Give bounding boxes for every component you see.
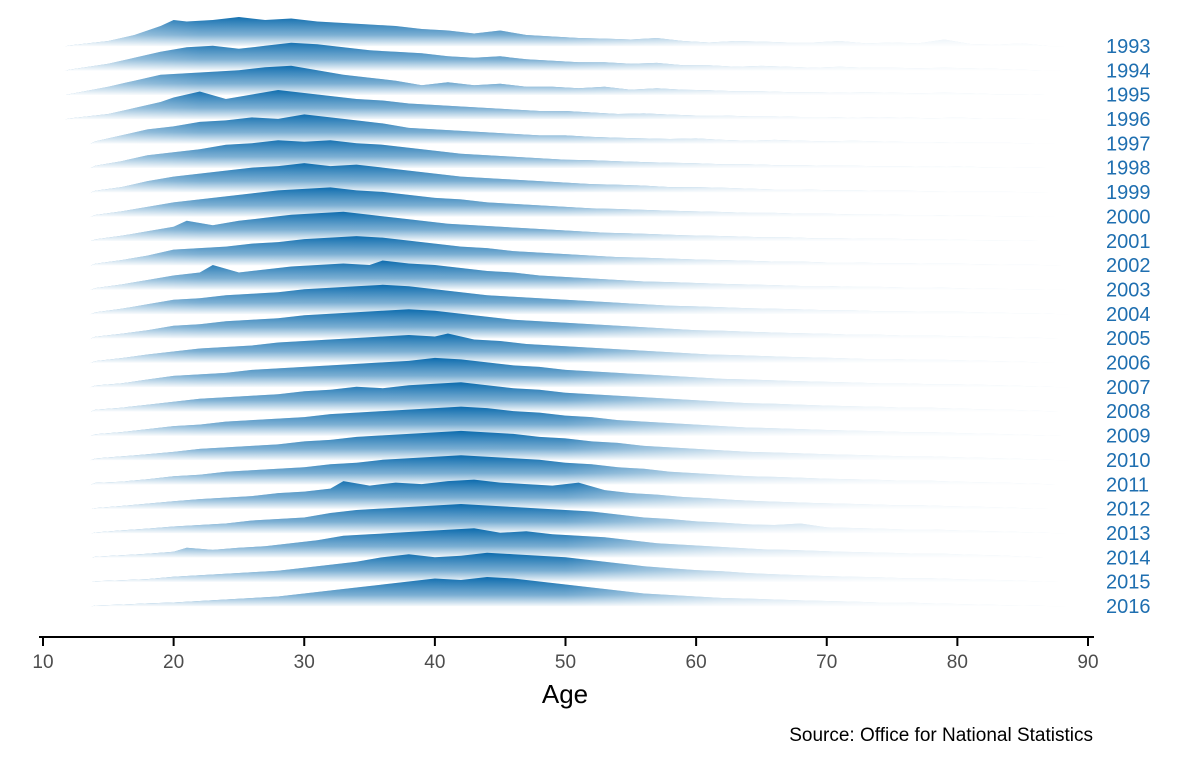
x-tick-label-90: 90 xyxy=(1077,652,1098,673)
ridge-shade xyxy=(89,211,1088,242)
x-tick-label-80: 80 xyxy=(947,652,968,673)
year-label-2001: 2001 xyxy=(1106,231,1151,253)
x-tick-label-10: 10 xyxy=(32,652,53,673)
ridge-shade xyxy=(89,260,1088,291)
x-tick-label-20: 20 xyxy=(163,652,184,673)
ridge-2003 xyxy=(89,260,1088,292)
ridge-shade xyxy=(89,406,1088,437)
year-label-1995: 1995 xyxy=(1106,85,1151,107)
year-label-2004: 2004 xyxy=(1106,304,1151,326)
x-tick-label-60: 60 xyxy=(686,652,707,673)
ridge-shade xyxy=(89,333,1088,364)
year-label-1998: 1998 xyxy=(1106,158,1151,180)
year-label-2014: 2014 xyxy=(1106,547,1151,569)
year-label-1993: 1993 xyxy=(1106,36,1151,58)
ridge-shade xyxy=(89,552,1088,583)
ridge-2009 xyxy=(89,406,1088,438)
ridge-2010 xyxy=(89,430,1088,462)
x-axis-title: Age xyxy=(542,679,588,709)
year-label-2009: 2009 xyxy=(1106,426,1151,448)
ridge-2014 xyxy=(89,528,1088,560)
year-label-2005: 2005 xyxy=(1106,328,1151,350)
year-label-2011: 2011 xyxy=(1106,474,1149,496)
ridge-shade xyxy=(89,504,1088,534)
x-tick-label-40: 40 xyxy=(424,652,445,673)
ridge-shade xyxy=(89,455,1088,486)
year-label-2002: 2002 xyxy=(1106,255,1151,277)
ridge-2000 xyxy=(89,187,1088,219)
ridge-shade xyxy=(89,430,1088,461)
ridge-shade xyxy=(89,187,1088,218)
ridge-shade xyxy=(63,90,1088,121)
ridge-shade xyxy=(63,42,1088,72)
ridge-2013 xyxy=(89,504,1088,535)
ridge-2005 xyxy=(89,309,1088,340)
year-label-2006: 2006 xyxy=(1106,353,1151,375)
year-label-2007: 2007 xyxy=(1106,377,1151,399)
year-label-2013: 2013 xyxy=(1106,523,1151,545)
year-label-2000: 2000 xyxy=(1106,206,1151,228)
ridge-shade xyxy=(89,114,1088,145)
ridge-2006 xyxy=(89,333,1088,365)
ridge-2001 xyxy=(89,211,1088,243)
year-label-1994: 1994 xyxy=(1106,60,1151,82)
x-axis: 10 20 30 40 50 60 70 80 90 xyxy=(32,636,1099,673)
ridges-group xyxy=(63,17,1088,608)
ridge-shade xyxy=(89,577,1088,607)
ridge-shade xyxy=(89,236,1088,267)
year-label-2010: 2010 xyxy=(1106,450,1151,472)
x-tick-label-30: 30 xyxy=(294,652,315,673)
ridge-1995 xyxy=(63,65,1088,97)
year-label-1999: 1999 xyxy=(1106,182,1151,204)
year-label-2008: 2008 xyxy=(1106,401,1151,423)
ridge-shade xyxy=(89,528,1088,559)
ridge-2016 xyxy=(89,577,1088,608)
ridge-2015 xyxy=(89,552,1088,584)
ridge-shade xyxy=(89,382,1088,413)
ridge-shade xyxy=(63,65,1088,96)
ridge-2011 xyxy=(89,455,1088,487)
year-label-2015: 2015 xyxy=(1106,572,1151,594)
ridge-shade xyxy=(89,140,1088,169)
ridge-shade xyxy=(89,309,1088,340)
ridge-shade xyxy=(89,284,1088,315)
year-label-1996: 1996 xyxy=(1106,109,1151,131)
source-caption: Source: Office for National Statistics xyxy=(789,725,1093,746)
x-tick-label-70: 70 xyxy=(816,652,837,673)
ridge-shade xyxy=(89,479,1088,510)
ridge-2008 xyxy=(89,382,1088,413)
ridge-shade xyxy=(89,357,1088,388)
ridge-shade xyxy=(63,17,1088,47)
ridge-2007 xyxy=(89,357,1088,389)
ridge-2004 xyxy=(89,284,1088,316)
year-label-2016: 2016 xyxy=(1106,596,1151,618)
ridge-2012 xyxy=(89,479,1088,511)
x-tick-label-50: 50 xyxy=(555,652,576,673)
year-label-2003: 2003 xyxy=(1106,279,1151,301)
year-label-2012: 2012 xyxy=(1106,499,1151,521)
ridge-shade xyxy=(89,163,1088,194)
year-label-1997: 1997 xyxy=(1106,133,1151,155)
ridge-1993 xyxy=(63,17,1088,48)
ridge-2002 xyxy=(89,236,1088,267)
